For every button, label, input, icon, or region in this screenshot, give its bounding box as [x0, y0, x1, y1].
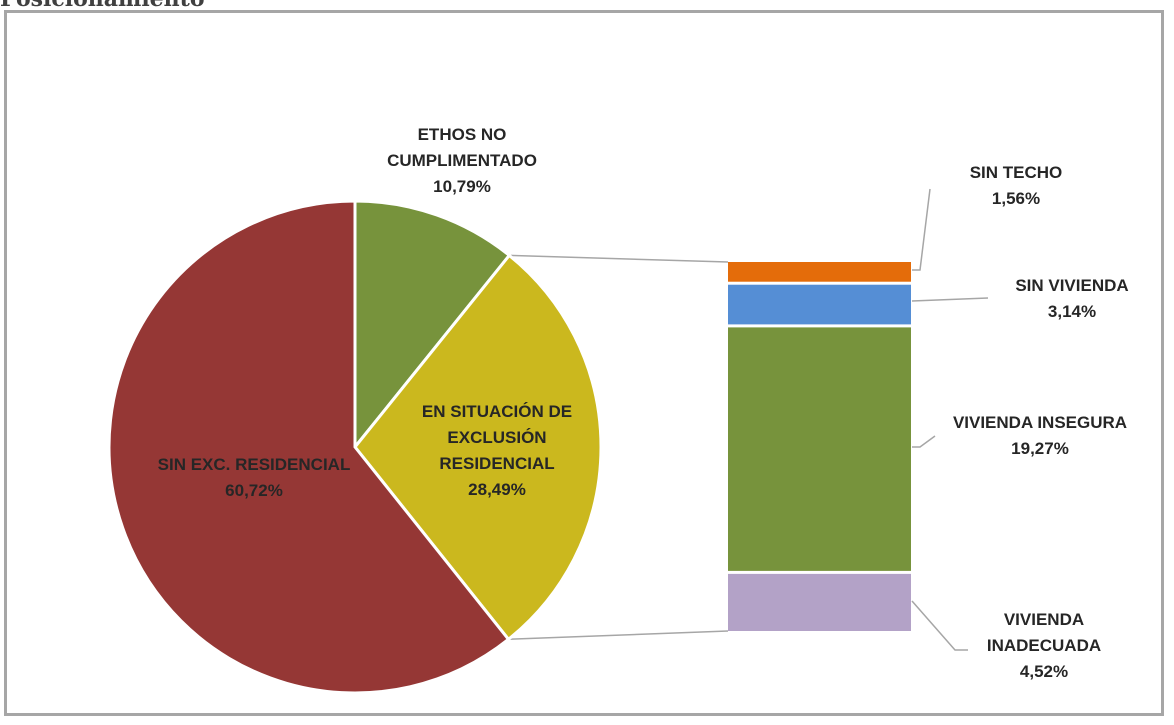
- pie-label-en-situacion-de-exclusion-residencial: EN SITUACIÓN DE EXCLUSIÓN RESIDENCIAL 28,49…: [422, 402, 572, 499]
- pie-slice-sin-exc-residencial: [107, 199, 511, 695]
- pie-label-ethos-no-cumplimentado: ETHOS NO CUMPLIMENTADO 10,79%: [387, 125, 537, 196]
- bar-segment-sin-techo: [728, 262, 911, 282]
- bar-label-vivienda-insegura: VIVIENDA INSEGURA 19,27%: [953, 413, 1127, 458]
- pie: [107, 199, 603, 695]
- pie-slice-ethos-no-cumplimentado: [353, 199, 512, 452]
- stacked-bar: [728, 262, 911, 631]
- leader-line-sin-vivienda: [911, 297, 989, 302]
- connector-line-top: [509, 254, 729, 263]
- connector-line-bottom: [508, 630, 729, 641]
- bar-label-sin-techo: SIN TECHO 1,56%: [970, 163, 1063, 208]
- pie-label-sin-exc-residencial: SIN EXC. RESIDENCIAL 60,72%: [158, 455, 351, 500]
- bar-label-vivienda-inadecuada: VIVIENDA INADECUADA 4,52%: [987, 610, 1101, 681]
- leader-lines: [911, 188, 989, 651]
- bar-label-sin-vivienda: SIN VIVIENDA 3,14%: [1015, 276, 1128, 321]
- leader-line-vivienda-inadecuada: [911, 600, 968, 651]
- leader-line-sin-techo: [912, 188, 931, 271]
- clipped-heading: Posicionamiento: [0, 0, 205, 12]
- data-labels: ETHOS NO CUMPLIMENTADO 10,79% EN SITUACIÓN …: [158, 125, 1129, 681]
- bar-segment-vivienda-inadecuada: [728, 573, 911, 631]
- connector-lines: [508, 254, 729, 641]
- bar-segment-sin-vivienda: [728, 284, 911, 325]
- bar-segment-vivienda-insegura: [728, 327, 911, 571]
- leader-line-vivienda-insegura: [912, 435, 936, 448]
- pie-slice-en-situacion-de-exclusion-residencial: [353, 253, 603, 642]
